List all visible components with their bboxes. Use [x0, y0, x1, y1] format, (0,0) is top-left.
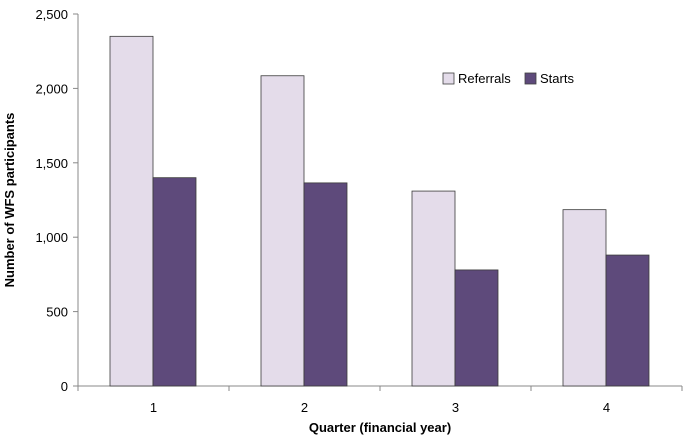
x-tick-label: 2 — [301, 400, 308, 415]
legend-label-referrals: Referrals — [458, 71, 511, 86]
bar-starts-1 — [152, 177, 197, 387]
y-tick-label: 2,500 — [35, 7, 68, 22]
x-axis-title: Quarter (financial year) — [309, 420, 451, 435]
bar-referrals-4 — [562, 209, 607, 387]
bar-referrals-1 — [109, 35, 154, 387]
y-tick-label: 1,000 — [35, 230, 68, 245]
y-tick-label: 0 — [61, 379, 68, 394]
bars — [109, 35, 650, 387]
x-tick-label: 4 — [603, 400, 610, 415]
y-ticks: 0 500 1,000 1,500 2,000 2,500 — [35, 7, 78, 394]
y-axis-title: Number of WFS participants — [2, 113, 17, 288]
legend-swatch-referrals — [442, 72, 455, 85]
legend-label-starts: Starts — [540, 71, 574, 86]
bar-starts-4 — [605, 254, 650, 387]
legend: Referrals Starts — [442, 71, 574, 86]
x-tick-label: 3 — [452, 400, 459, 415]
x-tick-label: 1 — [150, 400, 157, 415]
y-tick-label: 500 — [46, 305, 68, 320]
bar-starts-2 — [303, 182, 348, 387]
x-ticks: 1 2 3 4 — [77, 386, 683, 415]
y-tick-label: 2,000 — [35, 81, 68, 96]
bar-starts-3 — [454, 269, 499, 387]
bar-referrals-3 — [411, 190, 456, 387]
y-tick-label: 1,500 — [35, 156, 68, 171]
legend-swatch-starts — [524, 72, 537, 85]
bar-referrals-2 — [260, 75, 305, 387]
